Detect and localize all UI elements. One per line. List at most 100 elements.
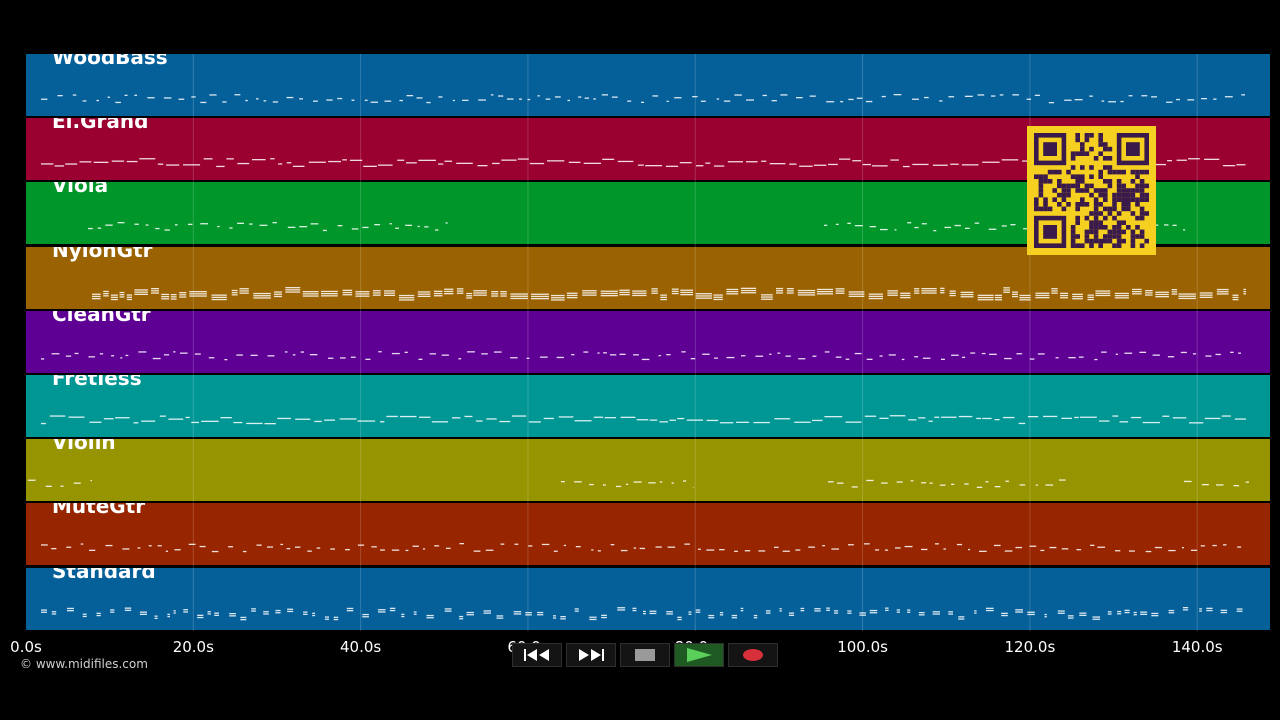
note	[951, 354, 959, 356]
qr-module	[1075, 202, 1080, 207]
note	[1124, 352, 1133, 354]
note	[914, 287, 920, 289]
note	[214, 614, 219, 616]
note	[483, 612, 491, 614]
note	[179, 293, 187, 296]
qr-module	[1089, 225, 1094, 230]
note	[695, 297, 713, 299]
qr-module	[1093, 156, 1099, 161]
note	[1001, 225, 1007, 227]
qr-module	[1061, 183, 1067, 189]
note	[433, 292, 443, 294]
note	[174, 224, 178, 226]
note	[780, 94, 788, 96]
note	[110, 608, 115, 611]
fast-forward-icon	[579, 649, 604, 661]
qr-module	[1075, 183, 1080, 189]
note	[328, 357, 334, 359]
note	[928, 420, 933, 422]
note	[813, 164, 827, 167]
note	[932, 612, 940, 615]
note	[429, 352, 436, 355]
note	[231, 289, 238, 291]
note	[473, 294, 487, 296]
rewind-button[interactable]	[512, 643, 562, 667]
note	[475, 420, 483, 422]
note	[513, 610, 522, 612]
note	[865, 100, 873, 103]
note	[788, 612, 795, 614]
note	[41, 98, 48, 100]
note	[328, 161, 341, 163]
note	[1074, 416, 1079, 419]
note	[1098, 420, 1110, 422]
note	[798, 357, 806, 360]
note	[1044, 613, 1047, 615]
qr-module	[1075, 174, 1080, 179]
note	[597, 352, 600, 354]
note	[960, 293, 974, 295]
note	[1035, 294, 1050, 296]
qr-module	[1139, 211, 1145, 216]
note	[734, 94, 742, 96]
qr-code[interactable]	[1027, 126, 1156, 255]
note	[499, 420, 511, 423]
note	[976, 417, 982, 420]
note	[179, 291, 187, 293]
play-button[interactable]	[674, 643, 724, 667]
note	[885, 609, 889, 611]
note	[921, 287, 937, 289]
note	[659, 421, 668, 423]
note	[848, 295, 865, 297]
note	[941, 358, 945, 360]
note	[345, 549, 350, 551]
fast-forward-button[interactable]	[566, 643, 616, 667]
qr-module	[1093, 211, 1099, 216]
qr-module	[1057, 169, 1062, 175]
note	[263, 612, 269, 615]
note	[380, 421, 385, 423]
note	[547, 160, 565, 162]
note	[854, 352, 862, 354]
note	[835, 224, 839, 226]
note	[574, 607, 579, 610]
note	[977, 94, 985, 96]
qr-module	[1107, 169, 1113, 175]
note	[433, 290, 443, 292]
qr-module	[1116, 225, 1122, 230]
record-button[interactable]	[728, 643, 778, 667]
note	[1145, 293, 1153, 296]
note	[771, 100, 777, 102]
note	[1004, 550, 1013, 553]
note	[1206, 607, 1213, 609]
note	[1120, 100, 1124, 103]
note	[681, 350, 686, 353]
qr-module	[1116, 234, 1122, 239]
qr-module	[1052, 197, 1057, 202]
note	[250, 354, 258, 356]
qr-module	[1144, 211, 1149, 216]
note	[950, 163, 959, 166]
note	[1183, 229, 1186, 231]
note	[1172, 417, 1187, 419]
qr-module	[1139, 188, 1145, 193]
note	[189, 292, 207, 295]
note	[1200, 545, 1205, 547]
note	[1015, 608, 1023, 611]
note	[719, 549, 725, 551]
note	[641, 358, 650, 360]
note	[28, 479, 36, 482]
note	[65, 355, 72, 357]
note	[859, 614, 866, 616]
qr-module	[1084, 229, 1090, 235]
note	[274, 290, 282, 293]
stop-button[interactable]	[620, 643, 670, 667]
qr-module	[1080, 165, 1085, 170]
note	[543, 417, 554, 420]
note	[312, 612, 316, 614]
note	[513, 612, 522, 615]
note	[163, 97, 172, 99]
note	[119, 293, 125, 295]
note	[761, 293, 773, 296]
qr-module	[1089, 220, 1094, 225]
